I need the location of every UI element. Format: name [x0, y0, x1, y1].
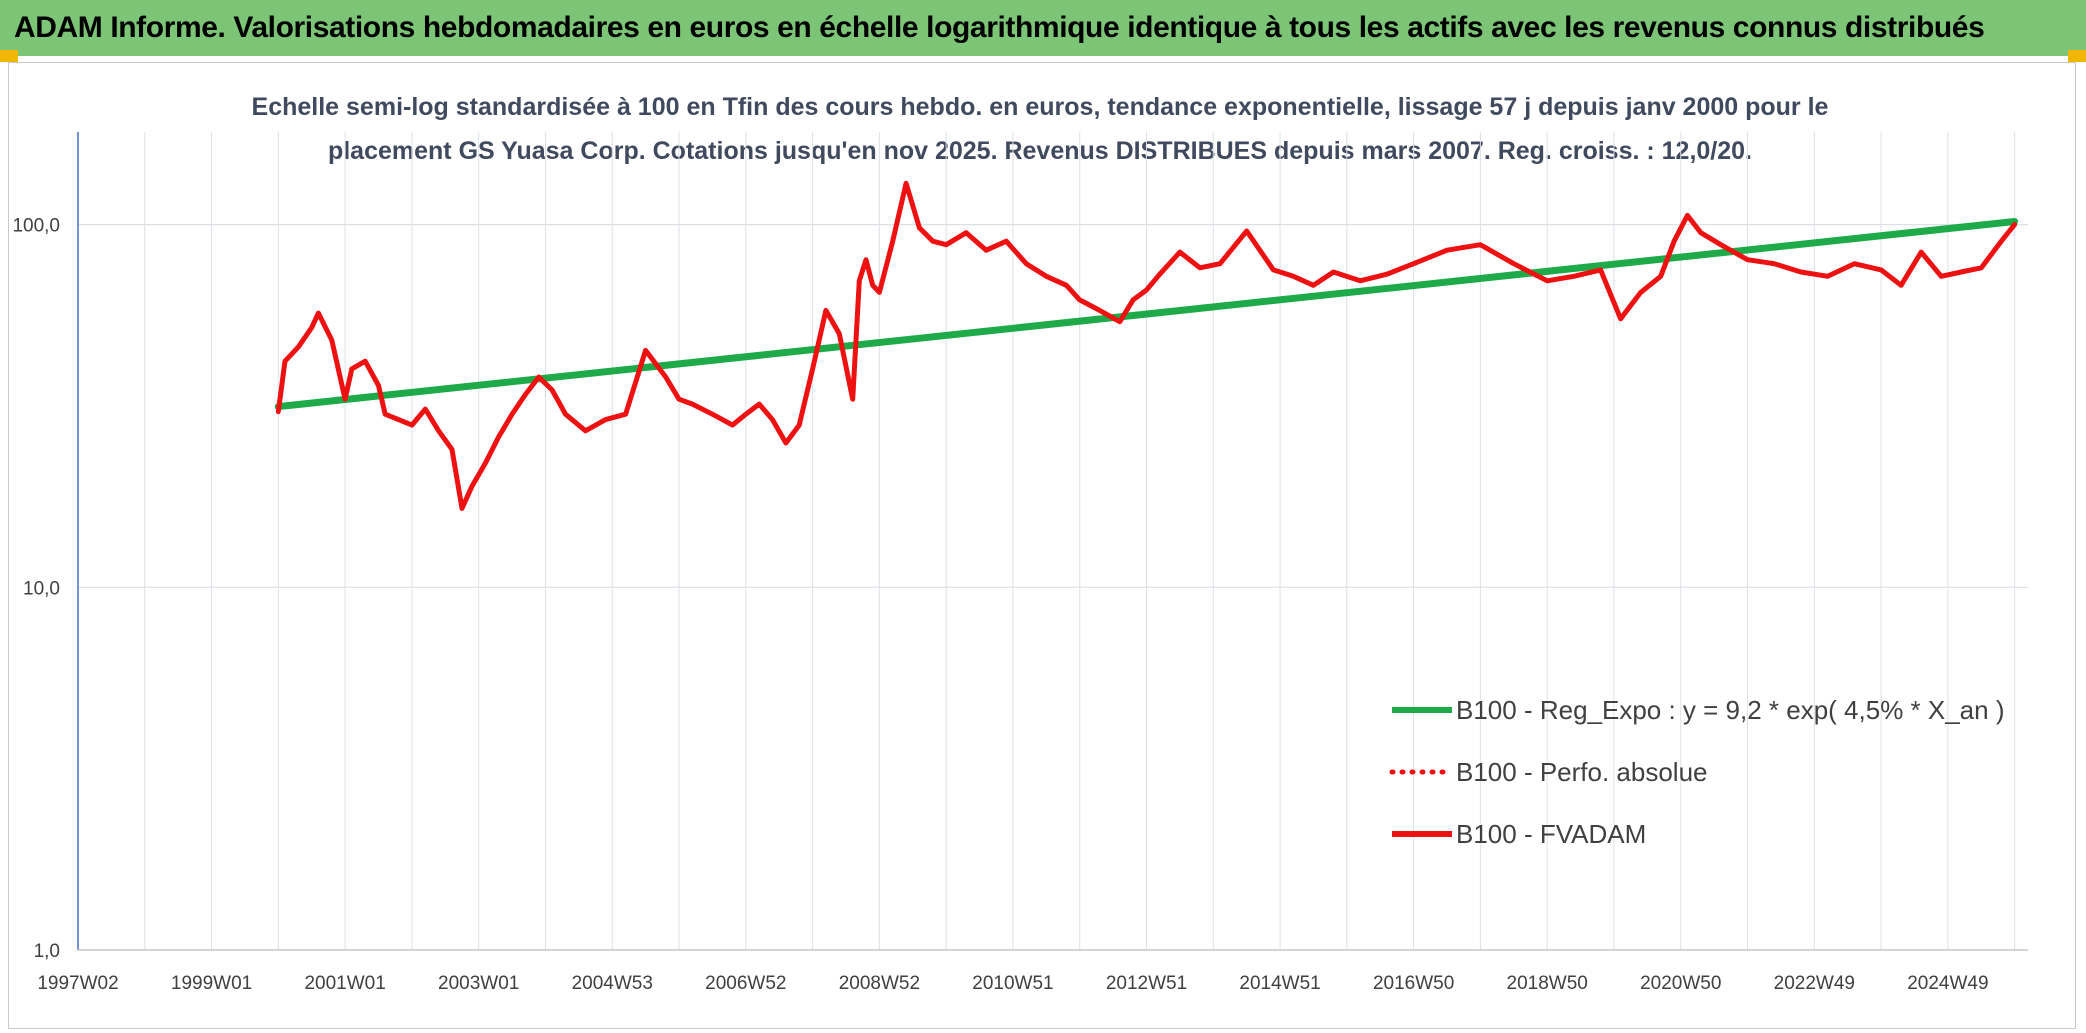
series-line-2: [275, 180, 2018, 511]
x-tick-label: 2016W50: [1373, 973, 1454, 994]
chart-subtitle-line-2: placement GS Yuasa Corp. Cotations jusqu…: [328, 137, 1752, 165]
chart-subtitle-line-1: Echelle semi-log standardisée à 100 en T…: [252, 93, 1829, 121]
y-tick-label: 10,0: [23, 578, 60, 599]
x-tick-label: 2001W01: [304, 973, 385, 994]
y-tick-label: 100,0: [12, 216, 60, 237]
x-tick-label: 2014W51: [1239, 973, 1320, 994]
legend: B100 - Reg_Expo : y = 9,2 * exp( 4,5% * …: [1389, 695, 2005, 849]
chart-frame: [8, 62, 2076, 1029]
report-header: ADAM Informe. Valorisations hebdomadaire…: [0, 0, 2086, 56]
legend-label-2: B100 - FVADAM: [1456, 819, 1646, 849]
x-tick-label: 2006W52: [705, 973, 786, 994]
series-line-0: [274, 218, 2019, 411]
x-tick-label: 2024W49: [1907, 973, 1988, 994]
x-tick-label: 1999W01: [171, 973, 252, 994]
x-tick-label: 2012W51: [1106, 973, 1187, 994]
x-tick-label: 1997W02: [37, 973, 118, 994]
x-tick-label: 2008W52: [839, 973, 920, 994]
legend-label-1: B100 - Perfo. absolue: [1456, 757, 1708, 787]
x-tick-label: 2004W53: [572, 973, 653, 994]
x-tick-label: 2022W49: [1774, 973, 1855, 994]
y-tick-label: 1,0: [34, 941, 60, 962]
axes: 1,0 10,0 100,0 1997W02 1999W01 2001W01 2003W01…: [12, 132, 2028, 994]
series-lines: [274, 180, 2019, 511]
x-tick-label: 2003W01: [438, 973, 519, 994]
corner-marker-right: [2068, 50, 2086, 62]
legend-label-0: B100 - Reg_Expo : y = 9,2 * exp( 4,5% * …: [1456, 695, 2005, 725]
x-tick-label: 2018W50: [1507, 973, 1588, 994]
corner-marker-left: [0, 50, 18, 62]
report-title: ADAM Informe. Valorisations hebdomadaire…: [14, 11, 1985, 44]
x-tick-label: 2020W50: [1640, 973, 1721, 994]
x-tick-label: 2010W51: [972, 973, 1053, 994]
